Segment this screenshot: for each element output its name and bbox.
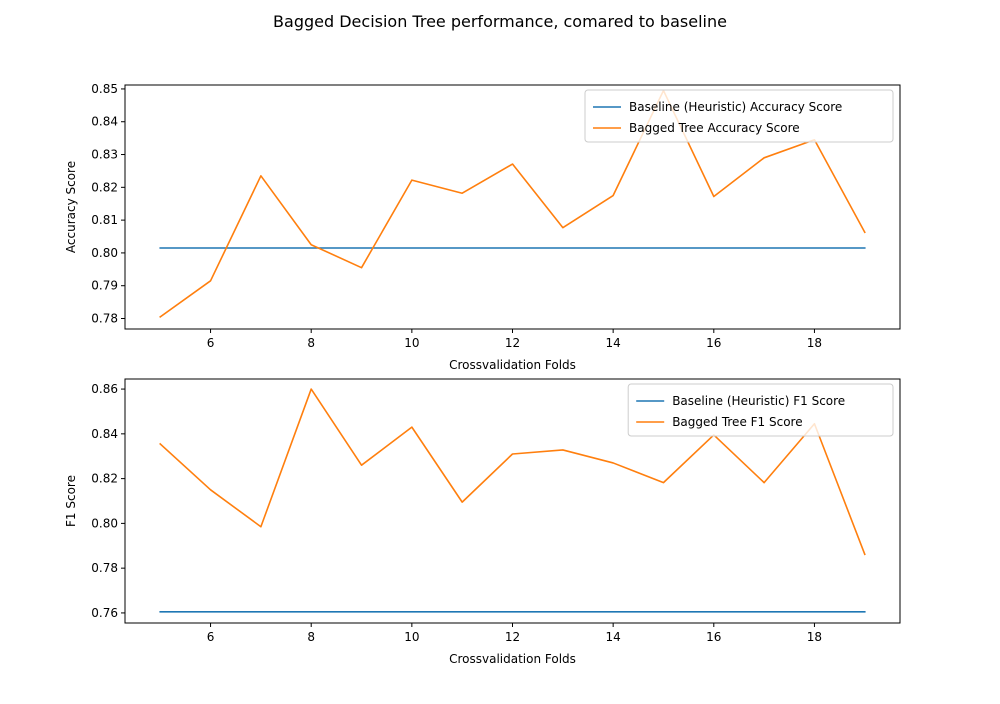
y-tick-label: 0.78 xyxy=(91,561,118,575)
y-axis-label: F1 Score xyxy=(64,475,78,527)
x-tick-label: 10 xyxy=(404,336,419,350)
x-axis-label: Crossvalidation Folds xyxy=(449,358,576,372)
x-tick-label: 8 xyxy=(307,336,315,350)
series-line-2 xyxy=(159,388,866,556)
x-axis-label: Crossvalidation Folds xyxy=(449,652,576,666)
x-tick-label: 12 xyxy=(505,630,520,644)
x-tick-label: 14 xyxy=(606,336,621,350)
legend-entry: Bagged Tree Accuracy Score xyxy=(629,121,800,135)
legend-box xyxy=(584,89,894,143)
legend-box xyxy=(627,383,894,437)
x-tick-label: 16 xyxy=(706,336,721,350)
y-tick-label: 0.76 xyxy=(91,606,118,620)
y-tick-label: 0.78 xyxy=(91,312,118,326)
legend: Baseline (Heuristic) Accuracy Score Bagge… xyxy=(584,89,894,143)
x-tick-label: 18 xyxy=(807,630,822,644)
x-tick-label: 18 xyxy=(807,336,822,350)
figure-title: Bagged Decision Tree performance, comare… xyxy=(273,12,727,31)
x-tick-label: 14 xyxy=(606,630,621,644)
y-axis-label: Accuracy Score xyxy=(64,161,78,253)
y-tick-label: 0.79 xyxy=(91,279,118,293)
x-tick-label: 12 xyxy=(505,336,520,350)
y-tick-label: 0.84 xyxy=(91,115,118,129)
y-tick-label: 0.84 xyxy=(91,427,118,441)
x-tick-label: 16 xyxy=(706,630,721,644)
y-tick-label: 0.85 xyxy=(91,82,118,96)
y-tick-label: 0.82 xyxy=(91,180,118,194)
legend-entry: Bagged Tree F1 Score xyxy=(672,415,802,429)
x-tick-label: 8 xyxy=(307,630,315,644)
series-line-2 xyxy=(159,89,866,318)
y-tick-label: 0.83 xyxy=(91,148,118,162)
subplot-2: 6 8 10 12 14 16 18 0.76 0.78 0.80 0.82 0.84 0.86 Cros… xyxy=(64,378,901,666)
legend: Baseline (Heuristic) F1 Score Bagged Tree… xyxy=(627,383,894,437)
legend-entry: Baseline (Heuristic) Accuracy Score xyxy=(629,100,842,114)
y-tick-label: 0.82 xyxy=(91,472,118,486)
y-tick-label: 0.81 xyxy=(91,213,118,227)
x-tick-label: 6 xyxy=(207,630,215,644)
subplot-1: 6 8 10 12 14 16 18 0.78 0.79 0.80 0.81 0.82 0.83 0.84… xyxy=(64,82,901,372)
x-tick-label: 6 xyxy=(207,336,215,350)
y-tick-label: 0.80 xyxy=(91,516,118,530)
y-tick-label: 0.80 xyxy=(91,246,118,260)
legend-entry: Baseline (Heuristic) F1 Score xyxy=(672,394,845,408)
y-tick-label: 0.86 xyxy=(91,382,118,396)
x-tick-label: 10 xyxy=(404,630,419,644)
